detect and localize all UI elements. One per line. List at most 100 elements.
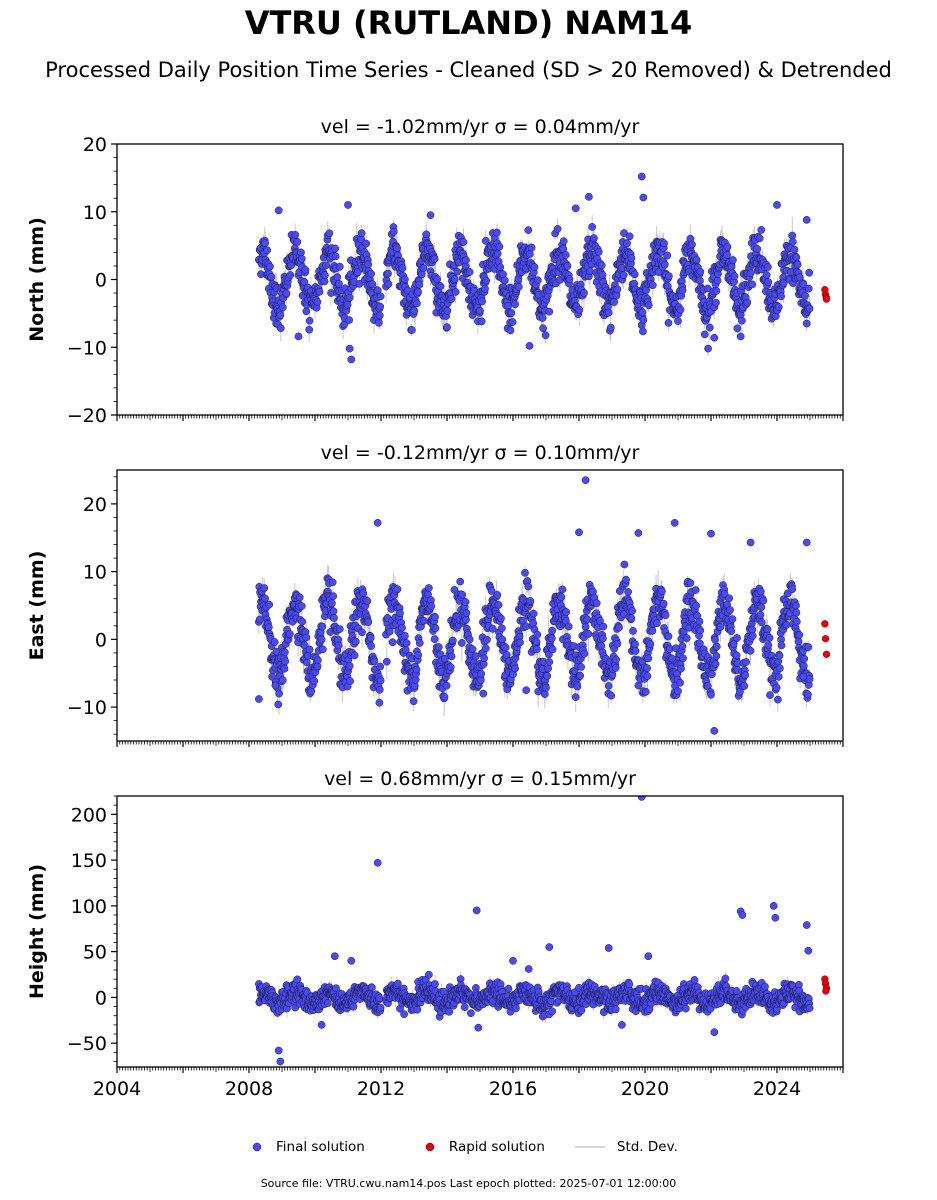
- final-point: [678, 286, 687, 295]
- final-point: [548, 645, 557, 654]
- final-point: [465, 268, 474, 276]
- final-point: [495, 242, 504, 251]
- final-point: [553, 225, 562, 233]
- outlier-point: [525, 342, 534, 350]
- final-point: [458, 639, 466, 647]
- final-point: [270, 638, 279, 646]
- final-point: [501, 643, 510, 652]
- final-point: [345, 316, 354, 324]
- final-point: [420, 617, 428, 625]
- final-point: [533, 276, 542, 285]
- final-point: [359, 589, 368, 598]
- final-point: [508, 318, 517, 326]
- final-point: [532, 637, 541, 646]
- final-point: [627, 254, 636, 263]
- final-point: [430, 635, 439, 643]
- final-point: [481, 284, 489, 293]
- final-point: [448, 636, 457, 645]
- final-point: [511, 664, 519, 673]
- outlier-point: [802, 216, 811, 224]
- final-point: [663, 251, 672, 260]
- final-point: [660, 260, 669, 269]
- final-point: [264, 623, 273, 632]
- final-point: [382, 657, 391, 666]
- final-point: [350, 651, 359, 660]
- outlier-point: [294, 332, 303, 341]
- final-point: [524, 226, 533, 234]
- final-point: [285, 630, 294, 638]
- final-point: [500, 276, 509, 285]
- final-point: [777, 292, 785, 301]
- final-point: [389, 227, 398, 236]
- final-point: [498, 635, 507, 644]
- final-point: [493, 249, 502, 258]
- final-point: [408, 326, 416, 334]
- final-point: [514, 283, 523, 291]
- final-point: [748, 280, 757, 289]
- final-point: [415, 280, 424, 289]
- final-point: [414, 651, 422, 659]
- final-point: [526, 597, 535, 605]
- final-point: [293, 238, 302, 246]
- y-tick-label: 20: [83, 134, 107, 156]
- y-tick-label: 0: [95, 270, 107, 292]
- data-points: [255, 476, 831, 735]
- final-point: [331, 244, 340, 253]
- figure-subtitle: Processed Daily Position Time Series - C…: [45, 58, 892, 82]
- final-point: [764, 263, 772, 271]
- final-point: [465, 635, 474, 644]
- final-point: [375, 685, 384, 694]
- final-point: [743, 298, 752, 307]
- final-point: [506, 326, 515, 335]
- final-point: [267, 273, 276, 281]
- final-point: [291, 230, 300, 239]
- final-point: [393, 585, 402, 594]
- final-point: [302, 633, 311, 642]
- y-tick-label: 10: [83, 202, 107, 224]
- final-point: [281, 657, 290, 666]
- final-point: [619, 271, 628, 279]
- final-point: [594, 248, 603, 256]
- panel-1: vel = -1.02mm/yr σ = 0.04mm/yr North (mm)…: [26, 116, 844, 427]
- final-point: [343, 300, 352, 309]
- final-point: [779, 279, 788, 288]
- final-point: [321, 271, 329, 280]
- final-point: [462, 615, 470, 624]
- final-point: [393, 244, 401, 252]
- final-point: [384, 269, 392, 278]
- final-point: [436, 282, 445, 291]
- final-point: [297, 254, 306, 263]
- final-point: [530, 263, 539, 271]
- final-point: [453, 267, 462, 276]
- final-point: [542, 683, 550, 692]
- final-point: [446, 663, 455, 671]
- final-point: [447, 294, 456, 303]
- final-point: [355, 279, 364, 288]
- final-point: [498, 624, 506, 633]
- final-point: [317, 635, 326, 644]
- final-point: [358, 628, 366, 637]
- final-point: [704, 344, 712, 353]
- final-point: [648, 281, 657, 290]
- final-point: [261, 594, 269, 603]
- final-point: [364, 260, 373, 269]
- outlier-point: [585, 192, 593, 201]
- final-point: [598, 270, 607, 279]
- final-point: [370, 657, 379, 666]
- final-point: [265, 600, 274, 609]
- final-point: [297, 248, 305, 257]
- final-point: [276, 324, 285, 333]
- final-point: [590, 234, 598, 242]
- final-point: [414, 288, 422, 296]
- final-point: [351, 637, 360, 646]
- panel-title: vel = -0.12mm/yr σ = 0.10mm/yr: [321, 442, 640, 464]
- final-point: [301, 266, 310, 274]
- final-point: [442, 681, 451, 690]
- final-point: [462, 609, 471, 617]
- final-point: [313, 298, 322, 306]
- final-point: [297, 602, 306, 610]
- final-point: [261, 239, 269, 248]
- final-point: [774, 303, 783, 311]
- final-point: [364, 618, 373, 626]
